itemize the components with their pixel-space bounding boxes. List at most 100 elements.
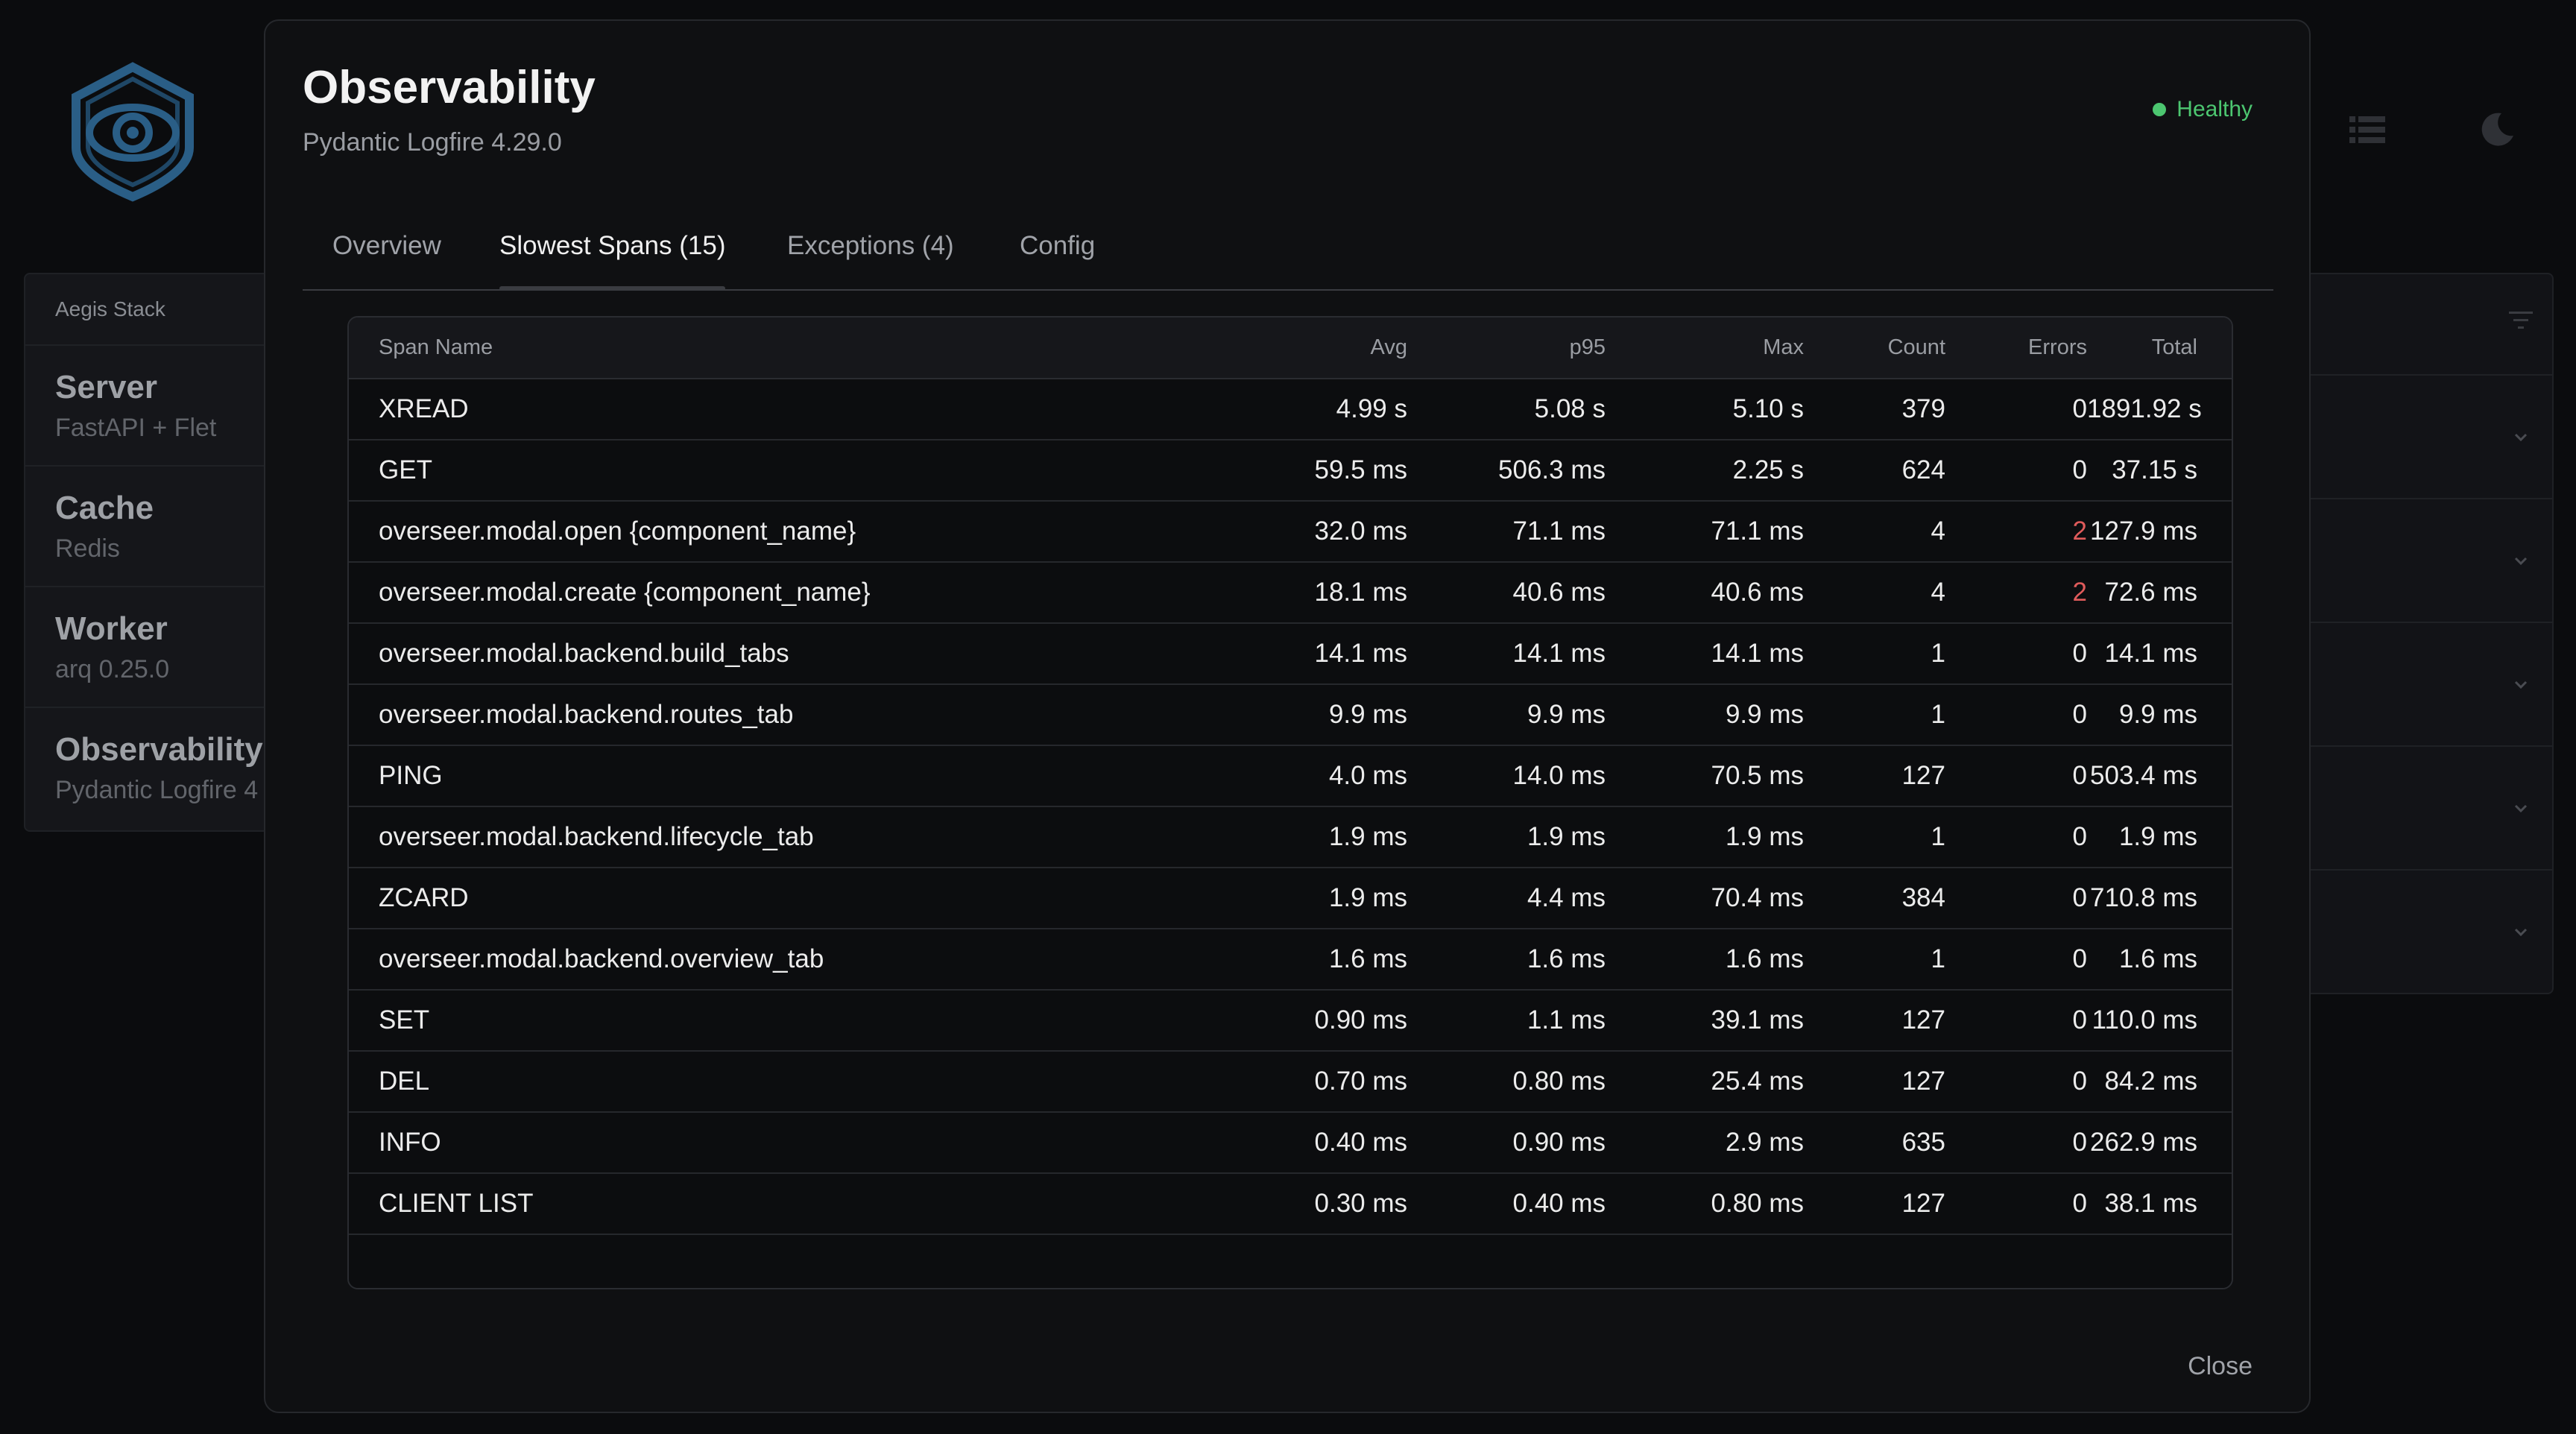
table-cell: 2: [1945, 501, 2087, 563]
component-name: Worker: [55, 610, 168, 647]
table-cell: 0: [1945, 990, 2087, 1052]
logo-eye-shield-icon: [72, 62, 194, 202]
span-name-cell: GET: [349, 440, 1184, 502]
column-header[interactable]: Avg: [1184, 318, 1407, 379]
table-row[interactable]: overseer.modal.backend.lifecycle_tab 1.9 …: [349, 806, 2232, 868]
component-name: Observability: [55, 730, 263, 768]
table-cell: 0.80 ms: [1606, 1173, 1804, 1235]
column-header[interactable]: p95: [1407, 318, 1606, 379]
tab-config[interactable]: Config: [1020, 231, 1096, 260]
table-cell: 70.5 ms: [1606, 745, 1804, 807]
table-cell: 0: [1945, 440, 2087, 502]
table-cell: 0: [1945, 623, 2087, 685]
modal-title: Observability: [303, 62, 596, 113]
table-cell: 1.6 ms: [1184, 929, 1407, 991]
table-cell: 40.6 ms: [1407, 562, 1606, 624]
table-cell: 624: [1804, 440, 1945, 502]
table-cell: 127.9 ms: [2087, 501, 2232, 563]
table-cell: 4.99 s: [1184, 379, 1407, 440]
table-cell: 2.9 ms: [1606, 1112, 1804, 1174]
status-dot-icon: [2153, 103, 2167, 116]
table-cell: 5.08 s: [1407, 379, 1606, 440]
table-cell: 4.0 ms: [1184, 745, 1407, 807]
tab-bar: Overview Slowest Spans (15) Exceptions (…: [303, 203, 2273, 291]
table-cell: 4: [1804, 501, 1945, 563]
chevron-down-icon[interactable]: [2513, 924, 2528, 939]
table-cell: 127: [1804, 990, 1945, 1052]
table-cell: 0: [1945, 379, 2087, 440]
table-cell: 38.1 ms: [2087, 1173, 2232, 1235]
table-cell: 0.40 ms: [1407, 1173, 1606, 1235]
table-cell: 1.9 ms: [2087, 806, 2232, 868]
span-name-cell: overseer.modal.backend.routes_tab: [349, 684, 1184, 746]
list-icon[interactable]: [2349, 115, 2385, 145]
component-cache[interactable]: Cache Redis: [25, 467, 294, 587]
table-cell: 84.2 ms: [2087, 1051, 2232, 1113]
table-cell: 1891.92 s: [2087, 379, 2232, 440]
table-row[interactable]: overseer.modal.backend.overview_tab 1.6 m…: [349, 929, 2232, 991]
column-header[interactable]: Count: [1804, 318, 1945, 379]
table-row[interactable]: DEL 0.70 ms 0.80 ms 25.4 ms 127 0 84.2 ms: [349, 1051, 2232, 1113]
table-cell: 72.6 ms: [2087, 562, 2232, 624]
component-detail: Pydantic Logfire 4: [55, 775, 259, 804]
chevron-down-icon[interactable]: [2513, 429, 2528, 444]
table-cell: 9.9 ms: [1184, 684, 1407, 746]
column-header[interactable]: Span Name: [349, 318, 1184, 379]
table-cell: 710.8 ms: [2087, 868, 2232, 929]
table-cell: 0: [1945, 1173, 2087, 1235]
chevron-down-icon[interactable]: [2513, 553, 2528, 568]
column-header[interactable]: Max: [1606, 318, 1804, 379]
close-button[interactable]: Close: [2188, 1352, 2253, 1380]
table-row[interactable]: overseer.modal.open {component_name} 32.0…: [349, 501, 2232, 563]
table-cell: 127: [1804, 745, 1945, 807]
table-row[interactable]: ZCARD 1.9 ms 4.4 ms 70.4 ms 384 0 710.8 ms: [349, 868, 2232, 929]
span-name-cell: overseer.modal.open {component_name}: [349, 501, 1184, 563]
table-cell: 1.6 ms: [2087, 929, 2232, 991]
moon-icon[interactable]: [2479, 110, 2516, 148]
table-cell: 9.9 ms: [1606, 684, 1804, 746]
table-cell: 2: [1945, 562, 2087, 624]
table-cell: 0.30 ms: [1184, 1173, 1407, 1235]
component-observability[interactable]: Observability Pydantic Logfire 4: [25, 708, 294, 827]
table-row[interactable]: overseer.modal.backend.routes_tab 9.9 ms 9…: [349, 684, 2232, 746]
table-header-row: Span Name Avg p95 Max Count Errors Total: [349, 318, 2232, 379]
table-cell: 40.6 ms: [1606, 562, 1804, 624]
component-server[interactable]: Server FastAPI + Flet: [25, 346, 294, 467]
table-row[interactable]: INFO 0.40 ms 0.90 ms 2.9 ms 635 0 262.9 ms: [349, 1112, 2232, 1174]
table-row[interactable]: overseer.modal.create {component_name} 18…: [349, 562, 2232, 624]
table-cell: 384: [1804, 868, 1945, 929]
table-row[interactable]: SET 0.90 ms 1.1 ms 39.1 ms 127 0 110.0 ms: [349, 990, 2232, 1052]
chevron-down-icon[interactable]: [2513, 677, 2528, 692]
table-cell: 1.9 ms: [1184, 868, 1407, 929]
table-cell: 25.4 ms: [1606, 1051, 1804, 1113]
column-header[interactable]: Errors: [1945, 318, 2087, 379]
table-cell: 0: [1945, 745, 2087, 807]
table-row[interactable]: overseer.modal.backend.build_tabs 14.1 ms…: [349, 623, 2232, 685]
spans-table-container[interactable]: Span Name Avg p95 Max Count Errors Total…: [347, 316, 2233, 1289]
component-worker[interactable]: Worker arq 0.25.0: [25, 587, 294, 708]
column-header[interactable]: Total: [2087, 318, 2232, 379]
filter-icon[interactable]: [2509, 312, 2533, 329]
table-cell: 0.40 ms: [1184, 1112, 1407, 1174]
table-row[interactable]: CLIENT LIST 0.30 ms 0.40 ms 0.80 ms 127 0 38.1…: [349, 1173, 2232, 1235]
table-cell: 262.9 ms: [2087, 1112, 2232, 1174]
table-cell: 0: [1945, 684, 2087, 746]
span-name-cell: DEL: [349, 1051, 1184, 1113]
table-cell: 70.4 ms: [1606, 868, 1804, 929]
tab-exceptions[interactable]: Exceptions (4): [787, 231, 954, 260]
span-name-cell: XREAD: [349, 379, 1184, 440]
table-cell: 37.15 s: [2087, 440, 2232, 502]
tab-slowest-spans[interactable]: Slowest Spans (15): [499, 203, 726, 291]
table-cell: 59.5 ms: [1184, 440, 1407, 502]
table-row[interactable]: GET 59.5 ms 506.3 ms 2.25 s 624 0 37.15 s: [349, 440, 2232, 502]
table-cell: 635: [1804, 1112, 1945, 1174]
tab-overview[interactable]: Overview: [332, 231, 441, 260]
chevron-down-icon[interactable]: [2513, 800, 2528, 815]
table-cell: 1: [1804, 623, 1945, 685]
table-row[interactable]: XREAD 4.99 s 5.08 s 5.10 s 379 0 1891.92 s: [349, 379, 2232, 440]
table-body: XREAD 4.99 s 5.08 s 5.10 s 379 0 1891.92 s GET 5…: [349, 379, 2232, 1235]
table-cell: 1: [1804, 684, 1945, 746]
table-row[interactable]: PING 4.0 ms 14.0 ms 70.5 ms 127 0 503.4 ms: [349, 745, 2232, 807]
table-cell: 9.9 ms: [1407, 684, 1606, 746]
